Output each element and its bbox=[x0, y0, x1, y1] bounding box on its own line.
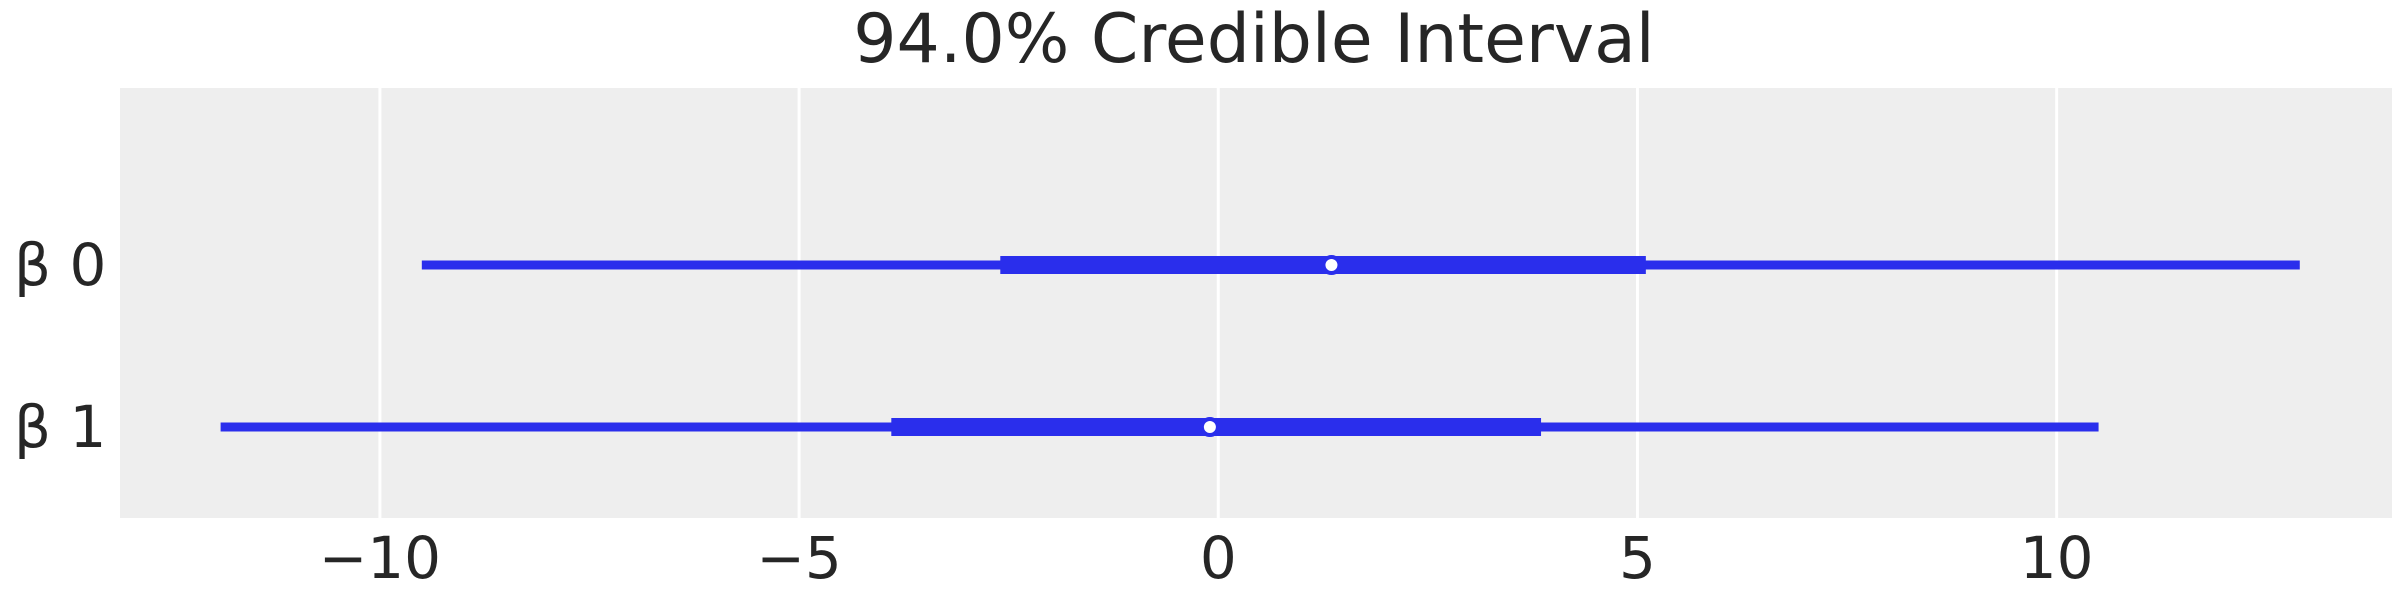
point-estimate-0 bbox=[1321, 255, 1342, 275]
gridlines bbox=[378, 88, 2059, 518]
interval-series bbox=[220, 255, 2300, 437]
y-axis-ticks: β 0 β 1 bbox=[14, 231, 106, 461]
x-tick-label: 0 bbox=[1200, 524, 1237, 592]
point-estimate-1 bbox=[1199, 417, 1220, 437]
chart-title: 94.0% Credible Interval bbox=[853, 0, 1654, 79]
x-tick-label: −5 bbox=[756, 524, 842, 592]
x-tick-label: 10 bbox=[2020, 524, 2094, 592]
interval-row-0 bbox=[421, 255, 2300, 275]
plot-area bbox=[120, 88, 2392, 518]
y-tick-label-1: β 1 bbox=[14, 393, 106, 461]
interval-row-1 bbox=[220, 417, 2099, 437]
x-axis-ticks: −10 −5 0 5 10 bbox=[319, 524, 2094, 592]
x-tick-label: −10 bbox=[319, 524, 441, 592]
y-tick-label-0: β 0 bbox=[14, 231, 106, 299]
x-tick-label: 5 bbox=[1619, 524, 1656, 592]
